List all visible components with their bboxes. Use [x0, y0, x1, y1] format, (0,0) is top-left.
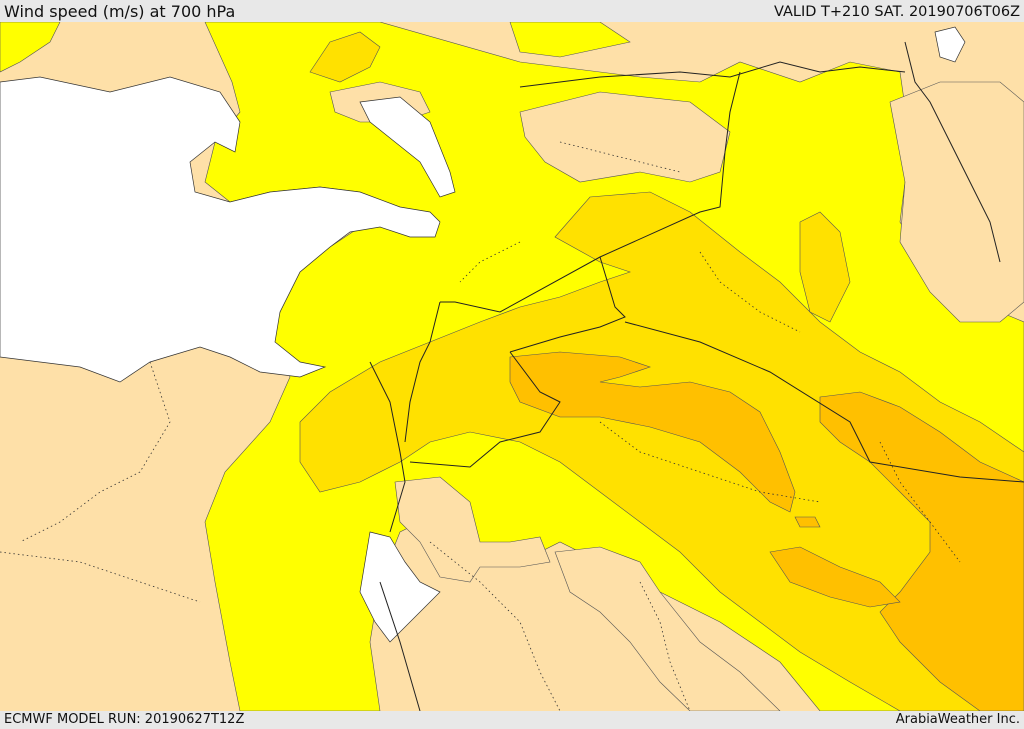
lake-north: [934, 26, 966, 63]
red-sea: [359, 531, 441, 643]
mediterranean-sea: [0, 76, 441, 383]
aegean-inlet: [359, 96, 456, 198]
map-title: Wind speed (m/s) at 700 hPa: [4, 2, 236, 21]
border-lines: [369, 41, 1024, 711]
calm-land-patches: [329, 81, 1024, 711]
header-bar: Wind speed (m/s) at 700 hPa VALID T+210 …: [0, 0, 1024, 22]
credit-label: ArabiaWeather Inc.: [895, 712, 1020, 727]
model-run-label: ECMWF MODEL RUN: 20190627T12Z: [4, 712, 245, 727]
seas: [0, 26, 966, 643]
wind-speed-map: [0, 22, 1024, 711]
admin-lines: [0, 141, 961, 711]
footer-bar: ECMWF MODEL RUN: 20190627T12Z ArabiaWeat…: [0, 711, 1024, 729]
wind-band-3: [509, 351, 1024, 711]
valid-time: VALID T+210 SAT. 20190706T06Z: [774, 4, 1020, 20]
